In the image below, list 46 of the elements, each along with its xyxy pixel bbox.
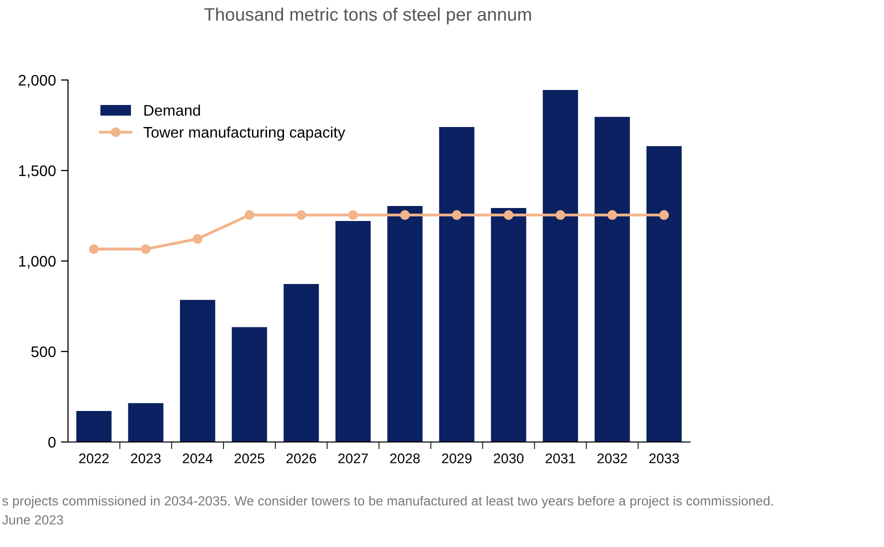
point [89, 244, 99, 254]
point [296, 210, 306, 220]
x-tick-label: 2029 [442, 453, 472, 464]
legend-label: Demand [144, 104, 200, 116]
x-tick-label: 2022 [79, 453, 109, 464]
point [504, 210, 514, 220]
x-tick-label: 2033 [649, 453, 679, 464]
point [400, 210, 410, 220]
y-tick-label: 500 [31, 346, 56, 358]
text: s projects commissioned in 2034-2035. We consider towers to be manufactured at least two years before a project is commissioned. [2, 496, 773, 508]
bar [335, 221, 371, 442]
x-tick-label: 2027 [338, 453, 368, 464]
bar [542, 90, 578, 442]
y-tick-label: 1,000 [19, 256, 56, 268]
bar [490, 208, 526, 442]
x-tick-label: 2028 [390, 453, 420, 464]
bar [646, 146, 682, 442]
point [140, 244, 151, 254]
x-tick-label: 2023 [131, 453, 161, 464]
bar [232, 327, 268, 442]
y-tick-label: 0 [48, 436, 56, 448]
y-tick-label: 1,500 [19, 165, 56, 178]
bar [387, 206, 423, 442]
point [192, 234, 202, 244]
x-tick-label: 2032 [598, 453, 628, 464]
bar [594, 116, 630, 442]
bar [128, 403, 164, 442]
x-tick-label: 2030 [494, 453, 524, 464]
chart-title: Thousand metric tons of steel per annum [204, 8, 531, 24]
point [659, 210, 669, 220]
bar [180, 300, 216, 442]
point [607, 210, 618, 220]
y-tick-label: 2,000 [18, 74, 56, 88]
point [452, 210, 462, 220]
x-tick-label: 2031 [546, 453, 576, 464]
legend-label: Tower manufacturing capacity [144, 126, 346, 141]
bar [439, 127, 474, 442]
point [556, 210, 566, 220]
x-tick-label: 2026 [286, 453, 316, 464]
point [244, 210, 254, 220]
bar [76, 411, 112, 442]
text: June 2023 [2, 515, 64, 525]
point [348, 210, 358, 220]
x-tick-label: 2025 [234, 453, 264, 464]
bar [284, 284, 319, 442]
x-tick-label: 2024 [182, 453, 213, 464]
